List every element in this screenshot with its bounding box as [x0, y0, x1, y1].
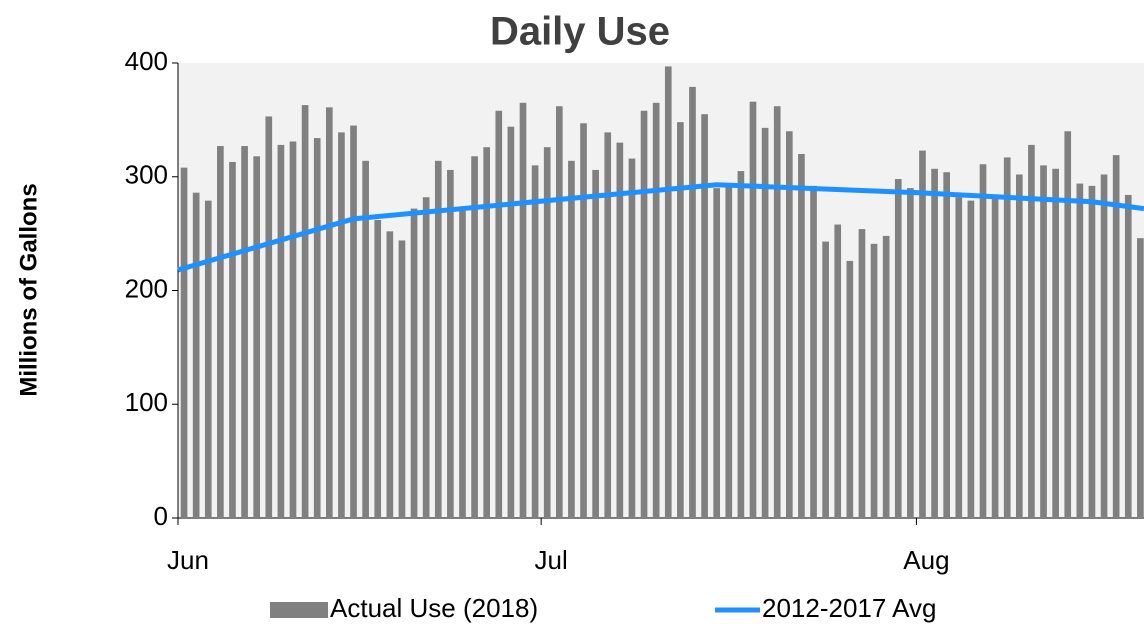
bar — [616, 142, 624, 518]
bar — [338, 132, 345, 518]
x-tick-label: Jun — [167, 545, 209, 575]
bar — [434, 160, 442, 518]
x-tick-label: Jul — [535, 545, 568, 575]
bar — [313, 138, 321, 518]
bar — [1040, 165, 1047, 518]
bar — [410, 208, 418, 518]
bar — [253, 156, 261, 518]
bar — [555, 106, 563, 518]
bar — [640, 110, 648, 519]
bar — [701, 114, 708, 518]
bar — [761, 127, 769, 519]
bar — [955, 197, 963, 518]
bar — [192, 192, 200, 519]
bar — [1003, 157, 1011, 518]
bar — [737, 171, 745, 518]
bar — [991, 198, 999, 519]
bar — [773, 106, 781, 518]
bar — [1088, 185, 1096, 518]
bar — [1015, 174, 1023, 518]
bar — [810, 185, 817, 518]
bar — [301, 105, 309, 519]
bar — [543, 147, 551, 519]
y-tick-label: 100 — [125, 387, 168, 417]
bar — [870, 243, 878, 519]
legend-swatch — [270, 602, 328, 618]
bar — [749, 101, 757, 519]
bar — [689, 86, 696, 518]
bar — [882, 235, 890, 518]
y-tick-label: 0 — [154, 501, 168, 531]
bar — [1100, 174, 1108, 518]
bar — [350, 125, 357, 518]
chart-title: Daily Use — [490, 10, 670, 54]
plot-area — [178, 63, 1144, 518]
bar — [289, 141, 297, 519]
y-tick-label: 400 — [125, 46, 168, 76]
bar — [919, 150, 926, 518]
bar — [1052, 168, 1059, 518]
y-tick-label: 200 — [125, 273, 168, 303]
bar — [677, 122, 684, 519]
x-tick-label: Aug — [903, 545, 949, 575]
bar — [204, 200, 212, 518]
bar — [664, 66, 672, 518]
y-tick-label: 300 — [125, 160, 168, 190]
bar — [471, 156, 478, 518]
bar — [846, 260, 854, 518]
bar — [241, 146, 248, 518]
bar — [325, 107, 333, 519]
bar — [1137, 238, 1144, 519]
bar — [265, 116, 273, 519]
bar — [967, 200, 975, 518]
bar — [894, 179, 902, 518]
bar — [1064, 131, 1072, 518]
bar — [180, 167, 188, 518]
bar — [483, 147, 491, 519]
bar — [1112, 155, 1120, 518]
bar — [822, 241, 829, 518]
bar — [652, 102, 660, 518]
bar — [398, 240, 406, 518]
bar — [907, 188, 914, 518]
bar — [785, 131, 793, 518]
bar — [798, 154, 805, 518]
bar — [362, 160, 369, 518]
line — [177, 182, 1144, 273]
bar — [374, 219, 382, 518]
bar — [1124, 194, 1132, 518]
bar — [229, 161, 236, 518]
bar — [459, 210, 466, 518]
y-axis-label: Millions of Gallons — [15, 183, 42, 396]
bar — [277, 144, 285, 518]
bar — [858, 229, 866, 518]
bar — [507, 126, 515, 518]
bar — [592, 169, 599, 519]
bar — [447, 169, 454, 519]
bar — [943, 172, 951, 518]
bar — [725, 185, 733, 518]
bar — [1076, 183, 1084, 518]
bar — [422, 197, 430, 518]
bar — [628, 158, 636, 519]
bar — [834, 224, 842, 518]
legend-label: Actual Use (2018) — [330, 593, 538, 623]
bar — [495, 110, 503, 519]
legend-label: 2012-2017 Avg — [762, 593, 936, 623]
bar — [713, 188, 721, 518]
bar — [580, 123, 587, 518]
bar — [217, 146, 224, 518]
bar — [386, 231, 394, 518]
bar — [931, 168, 938, 518]
bar — [519, 102, 527, 518]
bar — [531, 165, 539, 518]
bar — [1028, 144, 1035, 518]
bar — [604, 132, 612, 518]
bar — [979, 164, 987, 519]
bar — [568, 160, 575, 518]
